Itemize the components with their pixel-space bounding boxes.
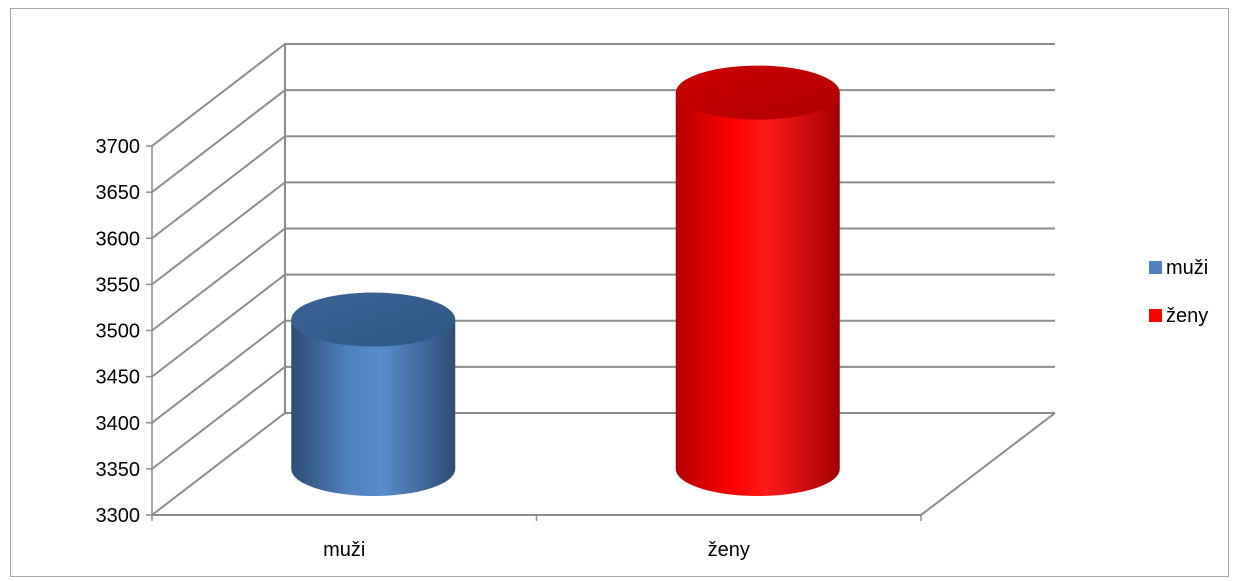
gridline	[151, 89, 1055, 193]
y-tick-label: 3500	[96, 321, 141, 343]
legend-swatch	[1149, 309, 1162, 322]
bar-body	[291, 319, 456, 496]
legend-swatch	[1149, 261, 1162, 274]
x-category-label: ženy	[708, 539, 750, 561]
gridline	[151, 181, 1055, 286]
gridline	[151, 135, 1055, 240]
gridline	[151, 227, 1055, 332]
y-axis-ticks: 3300 3350 3400 3450 3500 3550 3600 3650 3700	[96, 136, 141, 527]
x-axis-labels: muži ženy	[323, 539, 750, 561]
gridline	[151, 273, 1055, 378]
gridline	[151, 365, 1055, 470]
y-tick-label: 3700	[96, 136, 141, 158]
bars	[291, 65, 840, 497]
chart-walls	[146, 43, 1056, 521]
chart-frame	[10, 8, 1229, 577]
y-tick-label: 3650	[96, 182, 141, 204]
y-tick-label: 3450	[96, 367, 141, 389]
y-tick-label: 3350	[96, 459, 141, 481]
gridline	[151, 43, 1055, 147]
bar-top	[291, 292, 456, 347]
legend-label: ženy	[1166, 305, 1208, 327]
legend-label: muži	[1166, 257, 1208, 279]
floor-edge	[152, 412, 1056, 516]
y-tick-label: 3600	[96, 228, 141, 250]
gridline	[151, 412, 1055, 516]
gridline	[151, 319, 1055, 424]
x-category-label: muži	[323, 539, 365, 561]
bar-cylinder-zeny	[675, 65, 840, 497]
bar-top	[675, 65, 840, 120]
y-tick-label: 3300	[96, 505, 141, 527]
bar-body	[675, 92, 840, 497]
bar-cylinder-muzi	[291, 292, 456, 496]
legend: muži ženy	[1149, 257, 1208, 327]
y-tick-label: 3400	[96, 413, 141, 435]
y-tick-label: 3550	[96, 274, 141, 296]
